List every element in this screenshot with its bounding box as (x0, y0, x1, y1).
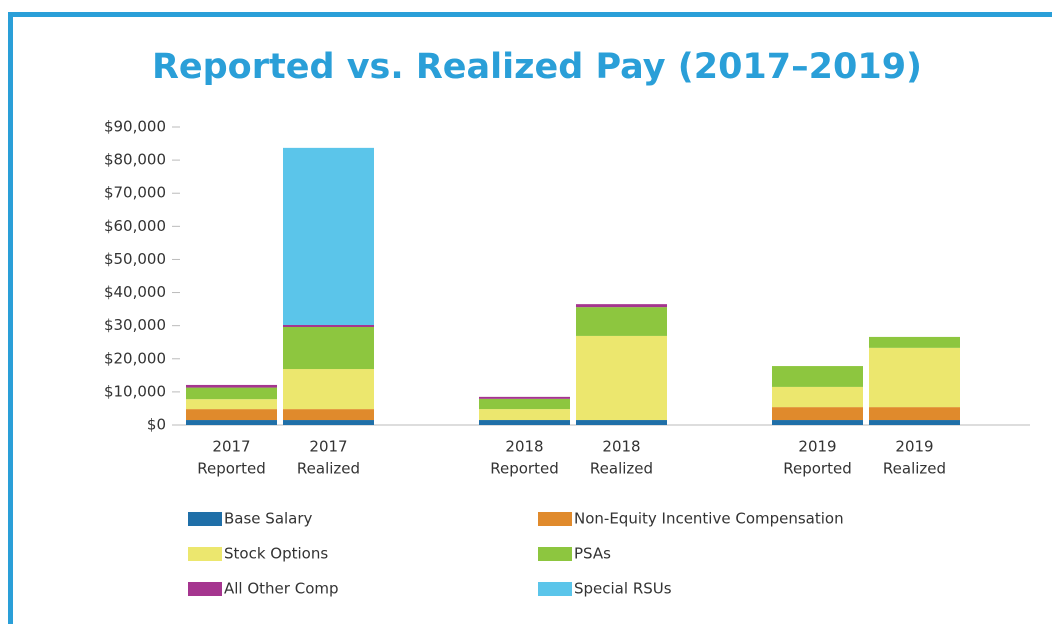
legend-label: Non-Equity Incentive Compensation (574, 510, 844, 528)
x-tick-label: 2017 (309, 438, 347, 456)
bar-segment (576, 307, 667, 336)
frame-top (8, 12, 1052, 17)
x-tick-label: 2019 (798, 438, 836, 456)
chart-title: Reported vs. Realized Pay (2017–2019) (152, 47, 922, 87)
legend-label: Stock Options (224, 545, 328, 563)
frame-left (8, 12, 13, 624)
bar-segment (869, 420, 960, 425)
y-tick-label: $40,000 (104, 283, 166, 301)
x-tick-label: 2017 (212, 438, 250, 456)
y-tick-label: $0 (147, 416, 166, 434)
bar-segment (283, 369, 374, 410)
legend-label: Base Salary (224, 510, 313, 528)
x-tick-label: Realized (883, 460, 946, 478)
x-tick-label: 2018 (505, 438, 543, 456)
x-tick-label: Reported (783, 460, 851, 478)
bar-segment (772, 407, 863, 421)
legend-swatch (188, 547, 222, 561)
bar-segment (576, 335, 667, 421)
legend-swatch (538, 547, 572, 561)
bar-segment (283, 147, 374, 326)
legend-swatch (188, 582, 222, 596)
bar-segment (772, 386, 863, 408)
x-tick-label: Realized (590, 460, 653, 478)
bar-segment (869, 347, 960, 408)
y-tick-label: $10,000 (104, 382, 166, 400)
bar-segment (576, 304, 667, 308)
bar-segment (283, 326, 374, 370)
y-tick-label: $20,000 (104, 349, 166, 367)
legend-label: Special RSUs (574, 580, 672, 598)
bar-segment (186, 420, 277, 425)
x-tick-label: 2019 (895, 438, 933, 456)
x-tick-label: Realized (297, 460, 360, 478)
bar-segment (479, 396, 570, 399)
y-tick-label: $30,000 (104, 316, 166, 334)
bar-segment (772, 420, 863, 425)
bar-segment (479, 409, 570, 421)
legend-swatch (538, 582, 572, 596)
bar-segment (186, 384, 277, 388)
bar-segment (772, 366, 863, 387)
x-tick-label: Reported (490, 460, 558, 478)
legend-swatch (188, 512, 222, 526)
x-tick-label: 2018 (602, 438, 640, 456)
bar-segment (283, 325, 374, 327)
legend-label: PSAs (574, 545, 611, 563)
bar-segment (479, 420, 570, 425)
bar-segment (283, 420, 374, 425)
legend-swatch (538, 512, 572, 526)
bar-segment (869, 407, 960, 421)
bar-segment (869, 336, 960, 348)
y-tick-label: $80,000 (104, 151, 166, 169)
y-tick-label: $90,000 (104, 118, 166, 136)
bar-segment (186, 387, 277, 400)
y-tick-label: $50,000 (104, 250, 166, 268)
y-tick-label: $70,000 (104, 184, 166, 202)
bar-segment (186, 409, 277, 421)
bar-segment (283, 409, 374, 421)
x-tick-label: Reported (197, 460, 265, 478)
bar-segment (186, 399, 277, 410)
bar-segment (576, 420, 667, 425)
bar-segment (479, 398, 570, 410)
y-tick-label: $60,000 (104, 217, 166, 235)
legend-label: All Other Comp (224, 580, 339, 598)
